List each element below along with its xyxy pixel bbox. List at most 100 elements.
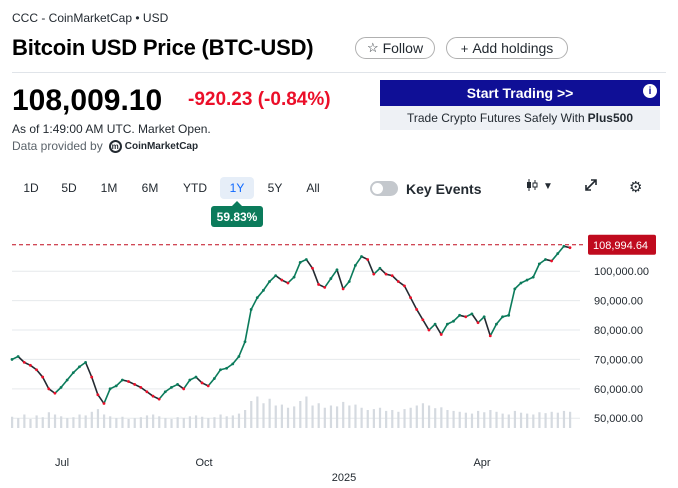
add-holdings-button[interactable]: + Add holdings [446,37,568,59]
volume-bar [188,416,192,428]
price-point [182,387,186,391]
volume-bar [477,410,480,428]
price-segment [158,391,166,400]
volume-bar [127,419,130,428]
expand-icon[interactable] [584,178,598,195]
follow-button[interactable]: ☆ Follow [355,37,435,59]
volume-bar [544,413,547,428]
volume-bar [501,413,504,428]
range-1d[interactable]: 1D [23,181,39,195]
page-title: Bitcoin USD Price (BTC-USD) [12,35,314,60]
volume-bar [47,412,50,428]
y-tick-label: 60,000.00 [594,384,643,396]
price-point [372,272,376,276]
y-tick-label: 80,000.00 [594,325,643,337]
provider-name: CoinMarketCap [124,140,199,152]
volume-bar [519,412,523,428]
volume-bar [23,414,26,428]
volume-bar [109,416,112,428]
volume-bar [268,398,271,428]
volume-bar [348,405,351,428]
price-segment [268,275,277,283]
key-events-toggle[interactable] [370,181,398,196]
price-point [445,322,449,326]
price-segment [115,379,123,387]
price-point [200,381,204,385]
price-point [292,275,296,279]
price-segment [440,323,449,335]
info-icon[interactable]: i [643,84,657,98]
price-point [157,397,161,401]
volume-bar [121,416,124,428]
price-point [488,334,492,338]
chevron-down-icon[interactable]: ▼ [543,181,553,192]
price-point [525,278,529,282]
x-axis: Jul Oct Apr 2025 [55,457,491,484]
gear-icon[interactable]: ⚙ [629,179,643,196]
volume-bar [29,419,32,428]
range-1m[interactable]: 1M [100,181,118,195]
volume-bar [96,409,100,428]
price-segment [324,278,332,288]
x-year-label: 2025 [332,472,356,484]
price-segment [17,355,25,363]
x-tick-label: Apr [473,457,490,469]
price-segment [238,341,246,357]
current-price: 108,009.10 [12,84,163,117]
price-point [127,380,130,383]
volume-bar [262,403,265,428]
price-chart[interactable]: 108,994.64 100,000.00 90,000.00 80,000.00 7… [0,225,678,488]
plus-icon: + [460,40,469,56]
price-segment [452,314,461,322]
volume-bar [176,417,179,428]
ad-title: Start Trading >> [466,85,574,101]
price-point [329,277,333,280]
price-segment [495,316,504,325]
volume-bar [409,407,412,428]
range-ytd[interactable]: YTD [183,181,207,195]
price-segment [532,263,541,278]
ad-text: Trade Crypto Futures Safely With [407,111,585,125]
range-1y[interactable]: 1Y [220,177,254,199]
price-segment [262,281,271,291]
volume-bar [90,411,93,428]
price-point [249,308,253,311]
price-segment [507,288,516,316]
volume-bar [286,407,290,428]
range-6m[interactable]: 6M [141,181,159,195]
range-5y[interactable]: 5Y [267,181,283,195]
price-segment [373,267,381,275]
coinmarketcap-logo[interactable]: m CoinMarketCap [108,139,199,153]
volume-bar [182,418,185,428]
price-point [35,368,38,372]
volume-bar [305,396,308,428]
price-point [90,375,94,379]
candlestick-icon[interactable] [525,178,539,195]
ad-subtext[interactable]: Trade Crypto Futures Safely With Plus500 [380,106,660,130]
y-tick-label: 70,000.00 [594,354,643,366]
volume-bar [219,414,222,428]
price-point [163,390,167,394]
volume-bar [66,418,69,428]
price-segment [72,366,81,374]
ad-banner[interactable]: Start Trading >> i [380,80,660,106]
y-tick-label: 50,000.00 [594,413,643,425]
data-provider-label: Data provided by [12,139,103,153]
volume-bar [41,417,44,428]
range-5d[interactable]: 5D [61,181,77,195]
price-point [139,385,143,389]
price-point [347,280,351,283]
breadcrumb: CCC - CoinMarketCap • USD [12,11,169,25]
volume-bar [397,411,400,428]
price-segment [54,386,62,394]
volume-bar [538,412,541,428]
price-segment [213,369,222,380]
price-point [96,393,100,397]
price-point [28,363,32,367]
price-segment [477,316,485,324]
range-all[interactable]: All [306,181,320,195]
price-segment [336,269,344,290]
volume-bar [415,405,418,428]
price-point [415,308,419,311]
volume-bar [323,407,326,428]
